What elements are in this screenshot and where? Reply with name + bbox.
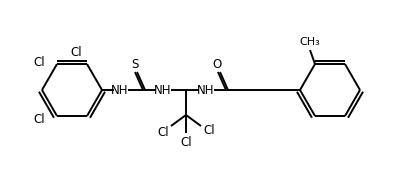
- Text: NH: NH: [111, 84, 129, 96]
- Text: Cl: Cl: [157, 125, 169, 139]
- Text: Cl: Cl: [203, 125, 215, 137]
- Text: Cl: Cl: [33, 114, 45, 126]
- Text: Cl: Cl: [33, 56, 45, 68]
- Text: O: O: [212, 57, 222, 70]
- Text: S: S: [131, 57, 139, 70]
- Text: Cl: Cl: [70, 45, 82, 59]
- Text: NH: NH: [154, 84, 172, 96]
- Text: NH: NH: [197, 84, 215, 96]
- Text: Cl: Cl: [180, 137, 192, 149]
- Text: CH₃: CH₃: [300, 37, 320, 47]
